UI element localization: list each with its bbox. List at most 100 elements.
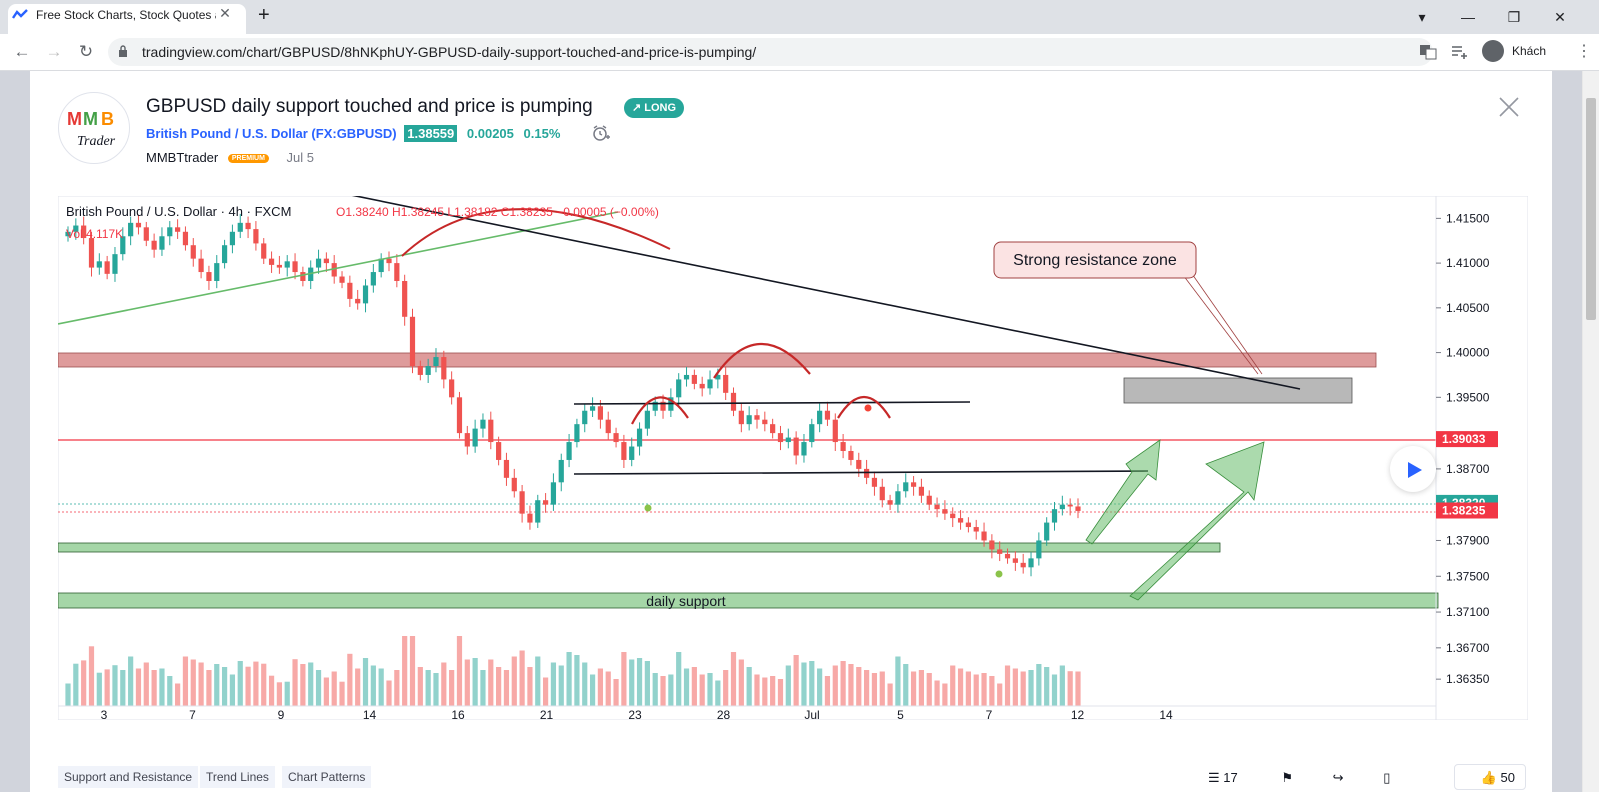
time-tick-label: 14 — [363, 708, 377, 720]
candle-body — [245, 222, 251, 230]
browser-tab[interactable] — [8, 4, 246, 34]
resistance-zone — [58, 352, 1377, 368]
publish-date: Jul 5 — [286, 150, 315, 165]
profile-name[interactable]: Khách — [1512, 44, 1547, 58]
price-tick-label: 1.40500 — [1446, 301, 1490, 315]
candle-body — [621, 442, 627, 460]
candle-body — [1020, 562, 1026, 568]
candle-body — [777, 433, 784, 443]
flag-icon[interactable]: ⚑ — [1281, 770, 1294, 785]
candle-body — [182, 231, 189, 246]
symbol-line: British Pound / U.S. Dollar (FX:GBPUSD) … — [146, 125, 560, 142]
candle-body — [472, 428, 478, 447]
translate-icon[interactable] — [1419, 44, 1437, 60]
reload-icon[interactable]: ↻ — [78, 42, 94, 61]
forward-icon[interactable]: → — [45, 42, 63, 61]
candle-body — [1051, 509, 1058, 523]
volume-bar — [362, 658, 369, 706]
comments-icon[interactable]: ☰ — [1208, 770, 1220, 785]
volume-bar — [104, 669, 110, 706]
candle-body — [957, 518, 964, 523]
bookmark-icon[interactable]: ▯ — [1383, 770, 1391, 785]
tag-support-resistance[interactable]: Support and Resistance — [58, 766, 199, 788]
candle-body — [464, 433, 470, 447]
candle-body — [950, 513, 956, 519]
volume-bar — [237, 661, 243, 706]
volume-bar — [339, 681, 345, 706]
volume-bar — [425, 670, 431, 706]
price-change: 0.00205 — [466, 126, 514, 141]
play-icon[interactable] — [1408, 462, 1422, 478]
restore-icon[interactable]: ❐ — [1507, 9, 1521, 25]
tab-search-icon[interactable]: ▾ — [1418, 9, 1426, 25]
reading-list-icon[interactable] — [1450, 44, 1468, 60]
candle-body — [527, 513, 533, 523]
profile-avatar[interactable] — [1482, 40, 1504, 62]
volume-bar — [973, 674, 979, 706]
support-zone — [58, 542, 1221, 553]
minimize-icon[interactable]: — — [1461, 9, 1475, 25]
symbol-ticker-link[interactable]: (FX:GBPUSD) — [311, 126, 397, 141]
candle-body — [237, 222, 243, 232]
downtrend-line — [351, 196, 1301, 390]
candle-body — [730, 392, 737, 411]
volume-bar — [644, 661, 650, 706]
author-logo[interactable]: M M B Trader — [58, 92, 130, 164]
volume-bar — [159, 668, 165, 706]
new-tab-button[interactable]: + — [258, 4, 270, 26]
volume-bar — [65, 683, 71, 706]
time-tick-label: 12 — [1071, 708, 1085, 720]
time-tick-label: 7 — [986, 708, 993, 720]
candle-body — [167, 227, 173, 237]
candle-body — [253, 229, 259, 244]
candle-body — [315, 258, 322, 268]
volume-bar — [511, 656, 517, 706]
tag-chart-patterns[interactable]: Chart Patterns — [282, 766, 372, 788]
candle-body — [1067, 504, 1073, 507]
price-label-text: 1.38235 — [1442, 504, 1486, 518]
url-text[interactable]: tradingview.com/chart/GBPUSD/8hNKphUY-GB… — [142, 44, 757, 60]
volume-bar — [997, 683, 1003, 706]
like-button[interactable]: 👍 50 — [1454, 764, 1526, 790]
volume-bar — [315, 670, 322, 706]
candle-body — [856, 459, 862, 469]
volume-bar — [950, 665, 956, 706]
volume-bar — [221, 667, 228, 706]
volume-bar — [394, 670, 400, 706]
price-chart[interactable]: Strong resistance zone daily support 1.4… — [58, 196, 1528, 720]
volume-bar — [1028, 670, 1034, 706]
symbol-name-link[interactable]: British Pound / U.S. Dollar — [146, 126, 308, 141]
candle-body — [339, 276, 345, 283]
tab-close-icon[interactable]: ✕ — [219, 5, 231, 21]
volume-bar — [832, 665, 838, 706]
candle-body — [644, 410, 650, 429]
close-icon[interactable] — [1498, 96, 1520, 118]
browser-menu-icon[interactable]: ⋮ — [1576, 43, 1592, 60]
comments-count[interactable]: 17 — [1223, 770, 1238, 785]
scrollbar-thumb[interactable] — [1586, 98, 1596, 320]
tag-trend-lines[interactable]: Trend Lines — [200, 766, 275, 788]
candle-body — [402, 281, 408, 317]
back-icon[interactable]: ← — [13, 42, 31, 61]
window-close-icon[interactable]: ✕ — [1554, 9, 1566, 25]
volume-bars — [65, 636, 1081, 706]
address-bar[interactable] — [108, 38, 1433, 66]
volume-bar — [402, 636, 408, 706]
candle-body — [73, 225, 79, 232]
candle-body — [848, 451, 854, 460]
candle-body — [762, 419, 768, 425]
author-name-link[interactable]: MMBTtrader — [146, 150, 219, 165]
left-shoulder-arc — [631, 396, 689, 425]
volume-bar — [206, 670, 212, 706]
add-alert-icon[interactable] — [592, 124, 610, 142]
candle-body — [785, 437, 791, 443]
candle-body — [895, 491, 901, 505]
volume-bar — [1012, 668, 1018, 706]
volume-bar — [691, 667, 697, 706]
volume-bar — [488, 659, 494, 706]
candle-body — [973, 527, 979, 532]
daily-support-zone — [58, 592, 1439, 609]
share-icon[interactable]: ↪ — [1332, 770, 1344, 785]
volume-bar — [918, 670, 925, 706]
volume-bar — [613, 679, 619, 706]
